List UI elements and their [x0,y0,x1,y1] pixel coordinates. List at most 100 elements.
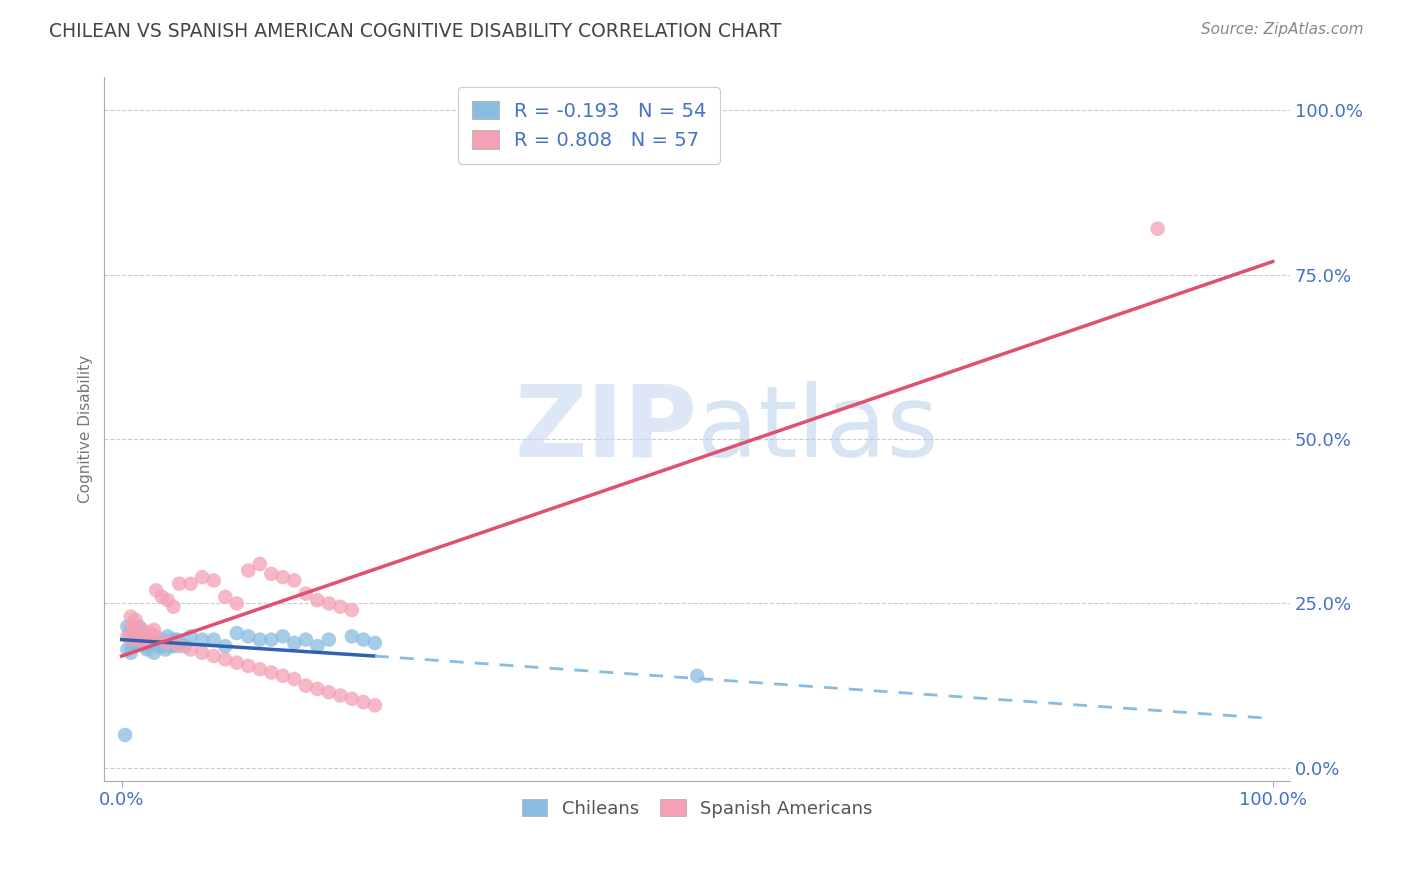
Point [167,636,190,650]
Point [307,593,329,607]
Point [295,632,318,647]
Point [260,632,283,647]
Point [686,669,709,683]
Point [118,629,141,643]
Y-axis label: Cognitive Disability: Cognitive Disability [79,355,93,503]
Point [145,583,167,598]
Point [271,570,294,584]
Point [307,639,329,653]
Point [283,574,305,588]
Point [150,639,173,653]
Point [139,632,162,647]
Point [131,632,153,647]
Point [166,632,188,647]
Point [122,619,145,633]
Point [128,619,150,633]
Point [120,646,142,660]
Point [162,599,184,614]
Point [136,632,159,647]
Point [156,636,179,650]
Point [214,639,236,653]
Point [174,639,197,653]
Point [117,642,139,657]
Point [271,629,294,643]
Point [238,629,260,643]
Point [134,629,156,643]
Point [180,642,202,657]
Point [318,685,340,699]
Point [329,599,352,614]
Point [128,629,150,643]
Point [238,659,260,673]
Point [295,586,318,600]
Point [249,557,271,571]
Point [148,639,170,653]
Point [134,626,156,640]
Point [134,639,156,653]
Point [139,632,162,647]
Point [128,632,150,647]
Point [260,665,283,680]
Point [191,570,214,584]
Point [214,590,236,604]
Point [214,652,236,666]
Point [124,626,146,640]
Point [340,691,363,706]
Point [202,574,225,588]
Point [318,632,340,647]
Point [124,619,146,633]
Point [1146,221,1168,235]
Point [162,632,184,647]
Point [145,636,167,650]
Point [124,639,146,653]
Point [150,590,173,604]
Point [191,646,214,660]
Legend: Chileans, Spanish Americans: Chileans, Spanish Americans [515,791,880,825]
Point [122,619,145,633]
Point [180,576,202,591]
Point [283,636,305,650]
Point [167,639,190,653]
Point [352,695,374,709]
Point [117,629,139,643]
Point [145,636,167,650]
Point [162,639,184,653]
Point [249,662,271,676]
Point [139,626,162,640]
Point [156,629,179,643]
Point [295,679,318,693]
Point [364,698,387,713]
Point [364,636,387,650]
Point [191,632,214,647]
Point [150,632,173,647]
Text: ZIP: ZIP [515,381,697,478]
Text: CHILEAN VS SPANISH AMERICAN COGNITIVE DISABILITY CORRELATION CHART: CHILEAN VS SPANISH AMERICAN COGNITIVE DI… [49,22,782,41]
Point [318,597,340,611]
Point [156,593,179,607]
Point [124,613,146,627]
Point [307,681,329,696]
Point [159,639,181,653]
Point [180,629,202,643]
Point [260,566,283,581]
Point [249,632,271,647]
Point [131,629,153,643]
Point [142,646,165,660]
Point [225,656,247,670]
Text: Source: ZipAtlas.com: Source: ZipAtlas.com [1201,22,1364,37]
Point [202,648,225,663]
Point [121,639,143,653]
Point [142,623,165,637]
Point [340,603,363,617]
Point [120,632,142,647]
Point [340,629,363,643]
Point [238,564,260,578]
Point [329,689,352,703]
Point [225,626,247,640]
Point [117,619,139,633]
Point [145,629,167,643]
Point [167,636,190,650]
Point [283,672,305,686]
Point [202,632,225,647]
Point [134,632,156,647]
